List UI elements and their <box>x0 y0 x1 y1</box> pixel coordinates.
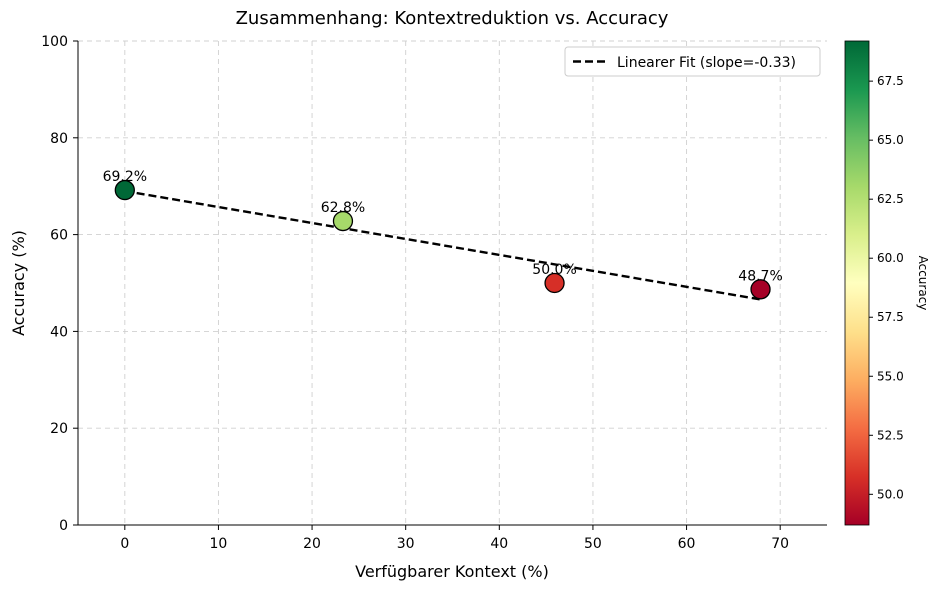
colorbar-tick-label: 50.0 <box>877 487 904 501</box>
y-axis-ticks: 0 20 40 60 80 100 <box>41 34 78 534</box>
data-point <box>544 272 565 294</box>
legend-box <box>564 46 821 77</box>
y-tick-label: 100 <box>41 34 68 50</box>
legend: Linearer Fit (slope=-0.33) <box>564 46 821 77</box>
linear-fit-line <box>124 189 761 301</box>
x-tick-label: 30 <box>397 536 415 552</box>
colorbar-tick-label: 57.5 <box>877 310 904 324</box>
colorbar-tick-label: 67.5 <box>877 74 904 88</box>
x-tick-label: 50 <box>584 536 602 552</box>
colorbar-label: Accuracy <box>916 256 930 311</box>
colorbar-tick-label: 62.5 <box>877 192 904 206</box>
colorbar-gradient <box>844 40 870 526</box>
colorbar-tick-label: 60.0 <box>877 251 904 265</box>
colorbar: 50.0 52.5 55.0 57.5 60.0 62.5 65.0 67.5 Accurac… <box>844 40 930 526</box>
y-tick-label: 40 <box>50 324 68 340</box>
x-tick-label: 70 <box>771 536 789 552</box>
data-label: 69.2% <box>103 169 147 185</box>
data-point <box>332 210 354 232</box>
legend-entry-linear-fit: Linearer Fit (slope=-0.33) <box>617 55 796 71</box>
x-tick-label: 60 <box>678 536 696 552</box>
x-tick-label: 20 <box>303 536 321 552</box>
data-points: 69.2% 62.8% 50.0% 48.7% <box>103 169 783 300</box>
colorbar-tick-label: 65.0 <box>877 133 904 147</box>
colorbar-tick-label: 52.5 <box>877 428 904 442</box>
colorbar-tick-label: 55.0 <box>877 369 904 383</box>
x-tick-label: 0 <box>120 536 129 552</box>
x-axis-label: Verfügbarer Kontext (%) <box>355 562 549 581</box>
data-label: 48.7% <box>738 268 782 284</box>
y-tick-label: 80 <box>50 131 68 147</box>
grid <box>78 40 827 526</box>
data-point <box>114 179 135 201</box>
chart-title: Zusammenhang: Kontextreduktion vs. Accur… <box>236 8 669 29</box>
x-tick-label: 10 <box>210 536 228 552</box>
x-tick-label: 40 <box>490 536 508 552</box>
x-axis-ticks: 0 10 20 30 40 50 60 70 <box>120 525 789 552</box>
data-label: 62.8% <box>321 200 365 216</box>
data-point <box>750 279 771 300</box>
y-axis-label: Accuracy (%) <box>9 230 28 336</box>
y-tick-label: 0 <box>59 518 68 534</box>
y-tick-label: 20 <box>50 421 68 437</box>
colorbar-ticks: 50.0 52.5 55.0 57.5 60.0 62.5 65.0 67.5 <box>869 74 904 501</box>
data-label: 50.0% <box>532 262 576 278</box>
y-tick-label: 60 <box>50 228 68 244</box>
axes <box>77 41 827 526</box>
